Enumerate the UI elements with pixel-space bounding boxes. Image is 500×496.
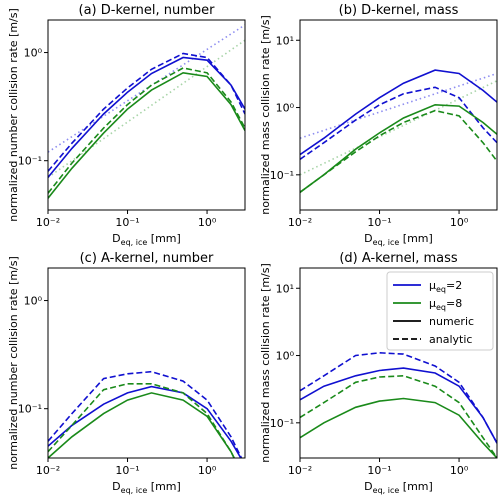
legend-sub: eq — [436, 285, 446, 294]
y-tick-label: 10⁻¹ — [270, 169, 294, 182]
legend-rest: =8 — [446, 297, 462, 310]
legend-label: analytic — [429, 333, 472, 346]
y-tick-label: 10⁻¹ — [18, 403, 42, 416]
series-line — [48, 370, 243, 458]
y-tick-label: 10⁻¹ — [18, 155, 42, 168]
axes-frame — [299, 19, 498, 211]
y-tick-label: 10⁰ — [276, 102, 295, 115]
x-label-base: D — [112, 232, 120, 245]
x-label-sub: eq, ice — [373, 238, 400, 247]
axes-frame — [47, 19, 246, 211]
y-tick-label: 10⁰ — [24, 295, 43, 308]
x-tick-label: 10⁻¹ — [367, 464, 391, 477]
panel: (a) D-kernel, number 10⁻² 10⁻¹ 10⁰ 10⁻¹ 10⁰ De… — [7, 3, 246, 247]
x-label-base: D — [364, 232, 372, 245]
x-label-base: D — [364, 480, 372, 493]
series-line — [300, 69, 497, 156]
series-line — [300, 80, 497, 176]
x-label-unit: [mm] — [399, 232, 433, 245]
x-tick-label: 10⁰ — [198, 216, 217, 229]
x-tick-label: 10⁻² — [288, 464, 312, 477]
x-tick-label: 10⁻¹ — [115, 464, 139, 477]
series-line — [48, 67, 245, 194]
legend-base: numeric — [429, 315, 474, 328]
x-label-unit: [mm] — [147, 232, 181, 245]
y-tick-label: 10⁰ — [24, 47, 43, 60]
y-tick-label: 10⁻¹ — [270, 417, 294, 430]
series-line — [300, 109, 497, 193]
x-tick-label: 10⁰ — [198, 464, 217, 477]
y-axis-label: normalized mass collision rate [m/s] — [259, 263, 272, 463]
lines — [48, 370, 243, 458]
legend-label: μeq=8 — [429, 297, 462, 312]
legend-box — [386, 271, 494, 351]
y-tick-label: 10¹ — [276, 34, 294, 47]
series-line — [300, 86, 497, 160]
legend-label: μeq=2 — [429, 279, 462, 294]
y-axis-label: normalized number collision rate [m/s] — [7, 256, 20, 470]
panel-title: (c) A-kernel, number — [80, 251, 214, 266]
axes-frame — [299, 267, 498, 459]
x-label-sub: eq, ice — [373, 486, 400, 495]
panel-title: (a) D-kernel, number — [79, 3, 216, 18]
x-tick-label: 10⁰ — [450, 464, 469, 477]
series-line — [48, 56, 245, 178]
x-tick-label: 10⁻² — [288, 216, 312, 229]
x-label-sub: eq, ice — [121, 486, 148, 495]
x-label-base: D — [112, 480, 120, 493]
series-line — [48, 385, 242, 458]
panel: (c) A-kernel, number 10⁻² 10⁻¹ 10⁰ 10⁻¹ 10⁰ De… — [7, 251, 246, 495]
axes-frame — [47, 267, 246, 459]
series-line — [300, 72, 497, 139]
y-tick-label: 10⁰ — [276, 350, 295, 363]
panel-title: (d) A-kernel, mass — [339, 251, 458, 266]
x-label-unit: [mm] — [147, 480, 181, 493]
legend-sub: eq — [436, 303, 446, 312]
series-line — [300, 374, 497, 458]
lines — [48, 24, 245, 199]
legend-label: numeric — [429, 315, 474, 328]
legend-base: analytic — [429, 333, 472, 346]
panel: (b) D-kernel, mass 10⁻² 10⁻¹ 10⁰ 10⁻¹ 10⁰ 10¹ D… — [259, 3, 498, 247]
y-axis-label: normalized mass collision rate [m/s] — [259, 15, 272, 215]
x-tick-label: 10⁻¹ — [367, 216, 391, 229]
y-axis-label: normalized number collision rate [m/s] — [7, 8, 20, 222]
series-line — [300, 367, 497, 444]
x-axis-label: Deq, ice [mm] — [364, 480, 433, 495]
legend-base: μ — [429, 279, 436, 292]
x-axis-label: Deq, ice [mm] — [112, 480, 181, 495]
series-line — [300, 397, 497, 458]
lines — [300, 351, 497, 458]
x-axis-label: Deq, ice [mm] — [364, 232, 433, 247]
x-tick-label: 10⁻² — [36, 216, 60, 229]
series-line — [48, 71, 245, 199]
series-line — [48, 52, 245, 172]
series-line — [300, 103, 497, 193]
x-tick-label: 10⁻² — [36, 464, 60, 477]
panel: (d) A-kernel, mass 10⁻² 10⁻¹ 10⁰ 10⁻¹ 10⁰ 10¹ D… — [259, 251, 498, 495]
x-tick-label: 10⁻¹ — [115, 216, 139, 229]
legend-base: μ — [429, 297, 436, 310]
series-line — [300, 351, 497, 444]
legend-rest: =2 — [446, 279, 462, 292]
series-line — [48, 383, 236, 458]
lines — [300, 69, 497, 193]
x-axis-label: Deq, ice [mm] — [112, 232, 181, 247]
panel-title: (b) D-kernel, mass — [339, 3, 459, 18]
x-label-sub: eq, ice — [121, 238, 148, 247]
x-label-unit: [mm] — [399, 480, 433, 493]
x-tick-label: 10⁰ — [450, 216, 469, 229]
y-tick-label: 10¹ — [276, 282, 294, 295]
